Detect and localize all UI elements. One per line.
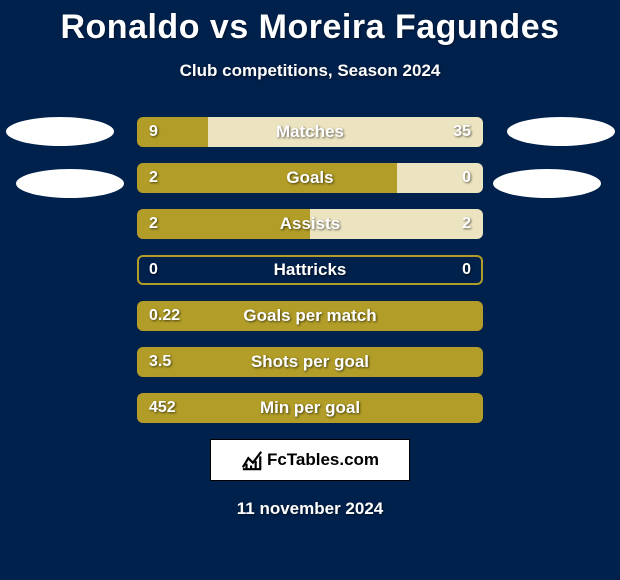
bar-segment-right bbox=[208, 117, 483, 147]
bar-track bbox=[137, 117, 483, 147]
team-logo-right-2 bbox=[493, 169, 601, 198]
bar-row: Goals per match0.22 bbox=[137, 301, 483, 331]
bar-row: Matches935 bbox=[137, 117, 483, 147]
bar-row: Goals20 bbox=[137, 163, 483, 193]
brand-text: FcTables.com bbox=[267, 450, 379, 470]
bar-row: Hattricks00 bbox=[137, 255, 483, 285]
team-logo-right-1 bbox=[507, 117, 615, 146]
bar-track bbox=[137, 393, 483, 423]
bar-segment-right bbox=[397, 163, 484, 193]
team-logo-left-2 bbox=[16, 169, 124, 198]
team-logo-left-1 bbox=[6, 117, 114, 146]
subtitle: Club competitions, Season 2024 bbox=[0, 61, 620, 81]
page-title: Ronaldo vs Moreira Fagundes bbox=[0, 0, 620, 47]
brand-logo: FcTables.com bbox=[210, 439, 410, 481]
comparison-chart: Matches935 Goals20 Assists22 Hattricks00 Goa… bbox=[0, 117, 620, 423]
bar-track bbox=[137, 163, 483, 193]
date-text: 11 november 2024 bbox=[0, 499, 620, 519]
bar-track bbox=[137, 301, 483, 331]
chart-icon bbox=[241, 449, 263, 471]
bar-segment-left bbox=[137, 117, 208, 147]
bar-row: Min per goal452 bbox=[137, 393, 483, 423]
bars-column: Matches935 Goals20 Assists22 Hattricks00 Goa… bbox=[137, 117, 483, 423]
bar-segment-left bbox=[137, 163, 397, 193]
bar-segment-left bbox=[137, 209, 310, 239]
bar-track bbox=[137, 209, 483, 239]
bar-track bbox=[137, 255, 483, 285]
bar-row: Assists22 bbox=[137, 209, 483, 239]
bar-row: Shots per goal3.5 bbox=[137, 347, 483, 377]
bar-segment-right bbox=[310, 209, 483, 239]
bar-track bbox=[137, 347, 483, 377]
